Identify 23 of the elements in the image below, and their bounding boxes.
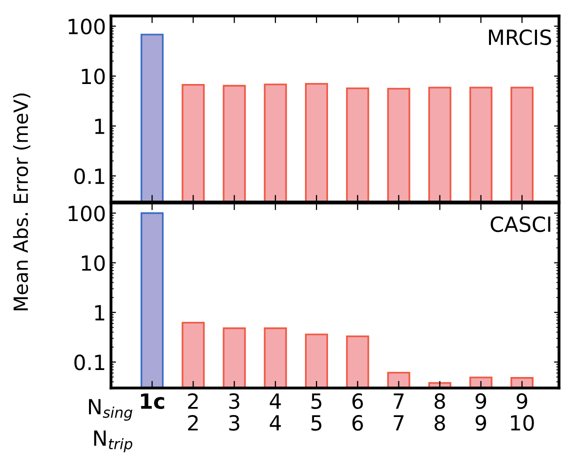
x-tick-label: 7 7 bbox=[394, 394, 404, 430]
x-tick-label: 3 3 bbox=[229, 393, 240, 431]
y-tick-label: 100 bbox=[68, 18, 105, 34]
text: CASCI bbox=[490, 216, 550, 232]
text: N$_{trip}$ bbox=[94, 430, 132, 452]
x-tick-label: 6 6 bbox=[352, 393, 363, 431]
x-tick-label: 4 4 bbox=[270, 394, 281, 430]
x-tick-label: 5 5 bbox=[311, 394, 322, 431]
y-axis-title: Mean Abs. Error (meV) bbox=[13, 94, 30, 310]
text: MRCIS bbox=[488, 29, 552, 46]
x-tick-label: 9 10 bbox=[511, 393, 534, 431]
y-tick-label: 0.1 bbox=[74, 168, 104, 184]
x-tick-label: 1c bbox=[141, 394, 164, 409]
y-tick-label: 100 bbox=[68, 206, 105, 222]
y-tick-label: 0.1 bbox=[74, 354, 104, 370]
y-tick-label: 1 bbox=[95, 118, 104, 134]
x-tick-label: 9 9 bbox=[476, 393, 486, 431]
y-tick-label: 1 bbox=[95, 305, 104, 320]
x-tick-label: 8 8 bbox=[434, 393, 446, 431]
y-tick-label: 10 bbox=[82, 255, 105, 271]
x-tick-label: 2 2 bbox=[188, 393, 198, 430]
y-tick-label: 10 bbox=[82, 68, 105, 84]
text: N$_{sing}$ bbox=[88, 399, 132, 421]
